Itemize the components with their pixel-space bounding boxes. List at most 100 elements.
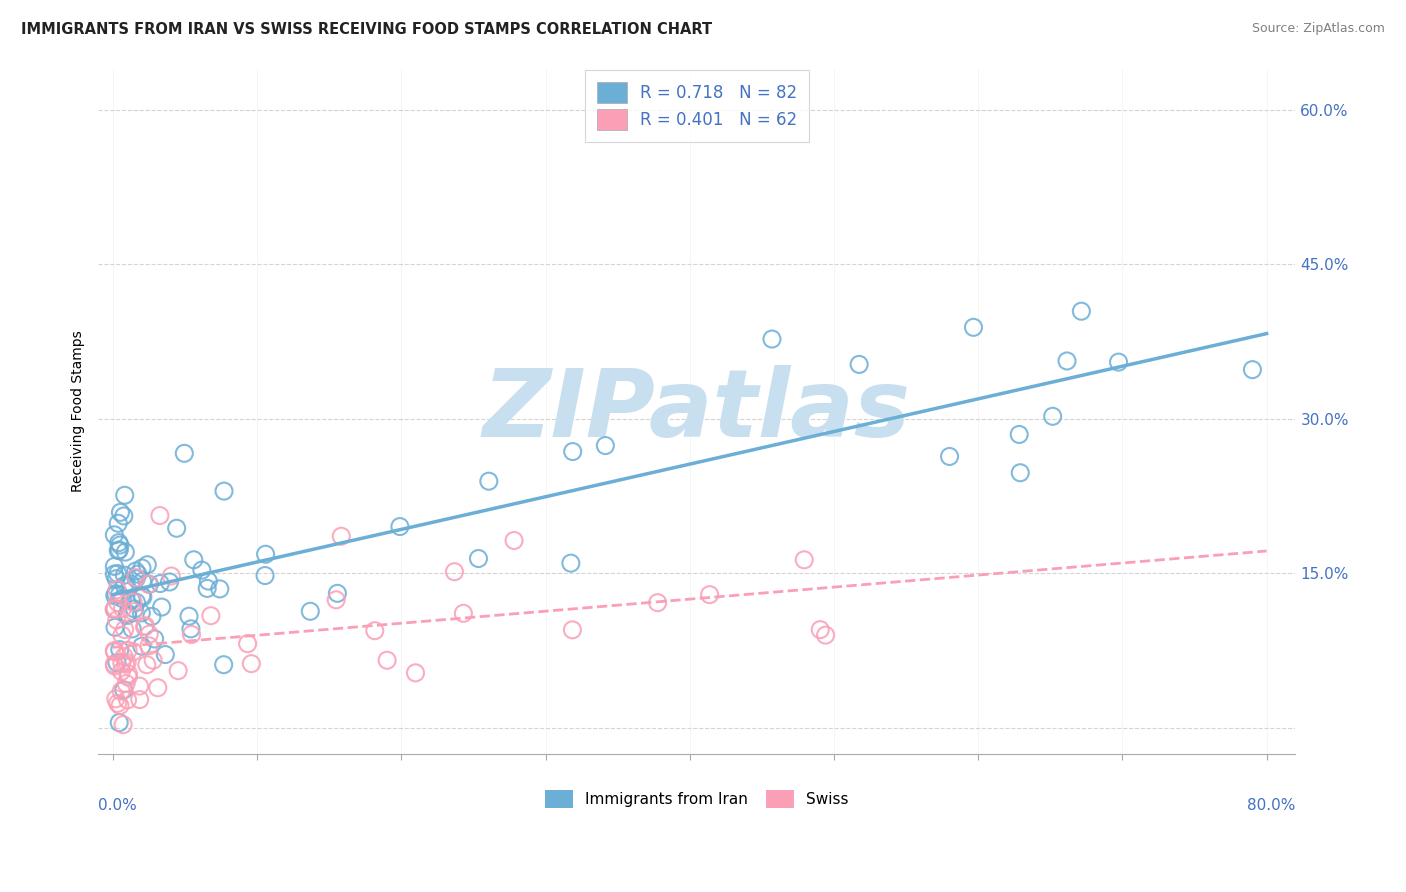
Point xyxy=(236,637,259,651)
Point xyxy=(107,543,129,558)
Point xyxy=(364,624,387,638)
Point xyxy=(808,623,831,637)
Point xyxy=(131,606,153,620)
Point xyxy=(111,656,134,670)
Point xyxy=(405,665,427,680)
Point xyxy=(200,608,222,623)
Point xyxy=(104,659,127,673)
Point xyxy=(112,682,135,697)
Point xyxy=(254,547,277,561)
Point xyxy=(125,564,148,578)
Point xyxy=(114,545,136,559)
Point xyxy=(1108,355,1130,369)
Point xyxy=(125,572,148,586)
Point xyxy=(561,444,583,458)
Point xyxy=(375,653,398,667)
Point xyxy=(103,559,125,574)
Point xyxy=(467,551,489,566)
Point xyxy=(167,664,190,678)
Point xyxy=(166,521,188,535)
Point xyxy=(134,619,156,633)
Point xyxy=(138,577,160,591)
Point xyxy=(103,602,125,616)
Point xyxy=(122,605,145,619)
Point xyxy=(107,596,129,610)
Point xyxy=(814,628,837,642)
Point xyxy=(117,607,139,621)
Point xyxy=(134,620,156,634)
Point xyxy=(108,642,131,657)
Point xyxy=(1056,354,1078,368)
Point xyxy=(388,519,411,533)
Point xyxy=(191,563,214,577)
Point xyxy=(112,508,135,523)
Point xyxy=(128,679,150,693)
Point xyxy=(108,715,131,730)
Point xyxy=(560,556,582,570)
Text: Source: ZipAtlas.com: Source: ZipAtlas.com xyxy=(1251,22,1385,36)
Point xyxy=(299,604,322,618)
Point xyxy=(503,533,526,548)
Point xyxy=(115,676,138,690)
Point xyxy=(121,622,143,636)
Point xyxy=(105,656,128,670)
Point xyxy=(112,579,135,593)
Point xyxy=(112,649,135,664)
Point xyxy=(330,529,353,543)
Point xyxy=(107,566,129,581)
Point xyxy=(117,667,139,681)
Point xyxy=(146,681,169,695)
Point xyxy=(761,332,783,346)
Point xyxy=(104,589,127,603)
Point xyxy=(114,623,136,637)
Point xyxy=(107,535,129,549)
Point xyxy=(443,565,465,579)
Point xyxy=(325,592,347,607)
Point xyxy=(208,582,231,596)
Point xyxy=(183,553,205,567)
Point xyxy=(159,574,181,589)
Point xyxy=(177,609,200,624)
Point xyxy=(131,561,153,575)
Point xyxy=(132,590,155,604)
Point xyxy=(135,657,157,672)
Point xyxy=(143,632,166,646)
Point xyxy=(131,639,153,653)
Point xyxy=(111,601,134,615)
Point xyxy=(131,589,153,603)
Point xyxy=(595,439,617,453)
Point xyxy=(103,602,125,616)
Point xyxy=(122,645,145,659)
Point xyxy=(1042,409,1064,424)
Point xyxy=(108,698,131,713)
Point xyxy=(1241,362,1264,376)
Point xyxy=(111,628,134,642)
Point xyxy=(105,613,128,627)
Point xyxy=(110,505,132,519)
Point xyxy=(212,657,235,672)
Point xyxy=(254,568,277,582)
Point xyxy=(150,600,173,615)
Point xyxy=(114,657,136,672)
Point xyxy=(103,657,125,672)
Point xyxy=(155,648,177,662)
Point xyxy=(131,574,153,589)
Point xyxy=(142,653,165,667)
Text: 80.0%: 80.0% xyxy=(1247,798,1295,813)
Point xyxy=(104,691,127,706)
Point xyxy=(112,568,135,582)
Point xyxy=(108,542,131,557)
Point xyxy=(111,591,134,606)
Text: 0.0%: 0.0% xyxy=(98,798,138,813)
Point xyxy=(128,692,150,706)
Point xyxy=(160,569,183,583)
Point xyxy=(103,645,125,659)
Point xyxy=(848,358,870,372)
Point xyxy=(103,528,125,542)
Point xyxy=(110,665,132,679)
Text: IMMIGRANTS FROM IRAN VS SWISS RECEIVING FOOD STAMPS CORRELATION CHART: IMMIGRANTS FROM IRAN VS SWISS RECEIVING … xyxy=(21,22,713,37)
Point xyxy=(124,602,146,616)
Point xyxy=(212,484,235,499)
Point xyxy=(793,553,815,567)
Point xyxy=(117,670,139,684)
